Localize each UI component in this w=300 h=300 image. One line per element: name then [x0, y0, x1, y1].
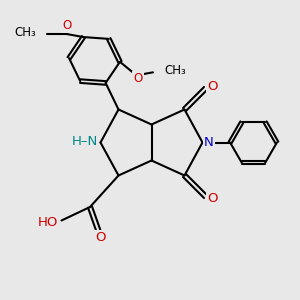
Text: O: O	[207, 80, 217, 94]
Text: O: O	[133, 72, 142, 86]
Text: H–N: H–N	[72, 135, 98, 148]
Text: O: O	[62, 19, 71, 32]
Text: CH₃: CH₃	[164, 64, 186, 77]
Text: HO: HO	[38, 215, 58, 229]
Text: O: O	[95, 231, 106, 244]
Text: CH₃: CH₃	[14, 26, 36, 39]
Text: O: O	[207, 191, 217, 205]
Text: N: N	[204, 136, 214, 149]
